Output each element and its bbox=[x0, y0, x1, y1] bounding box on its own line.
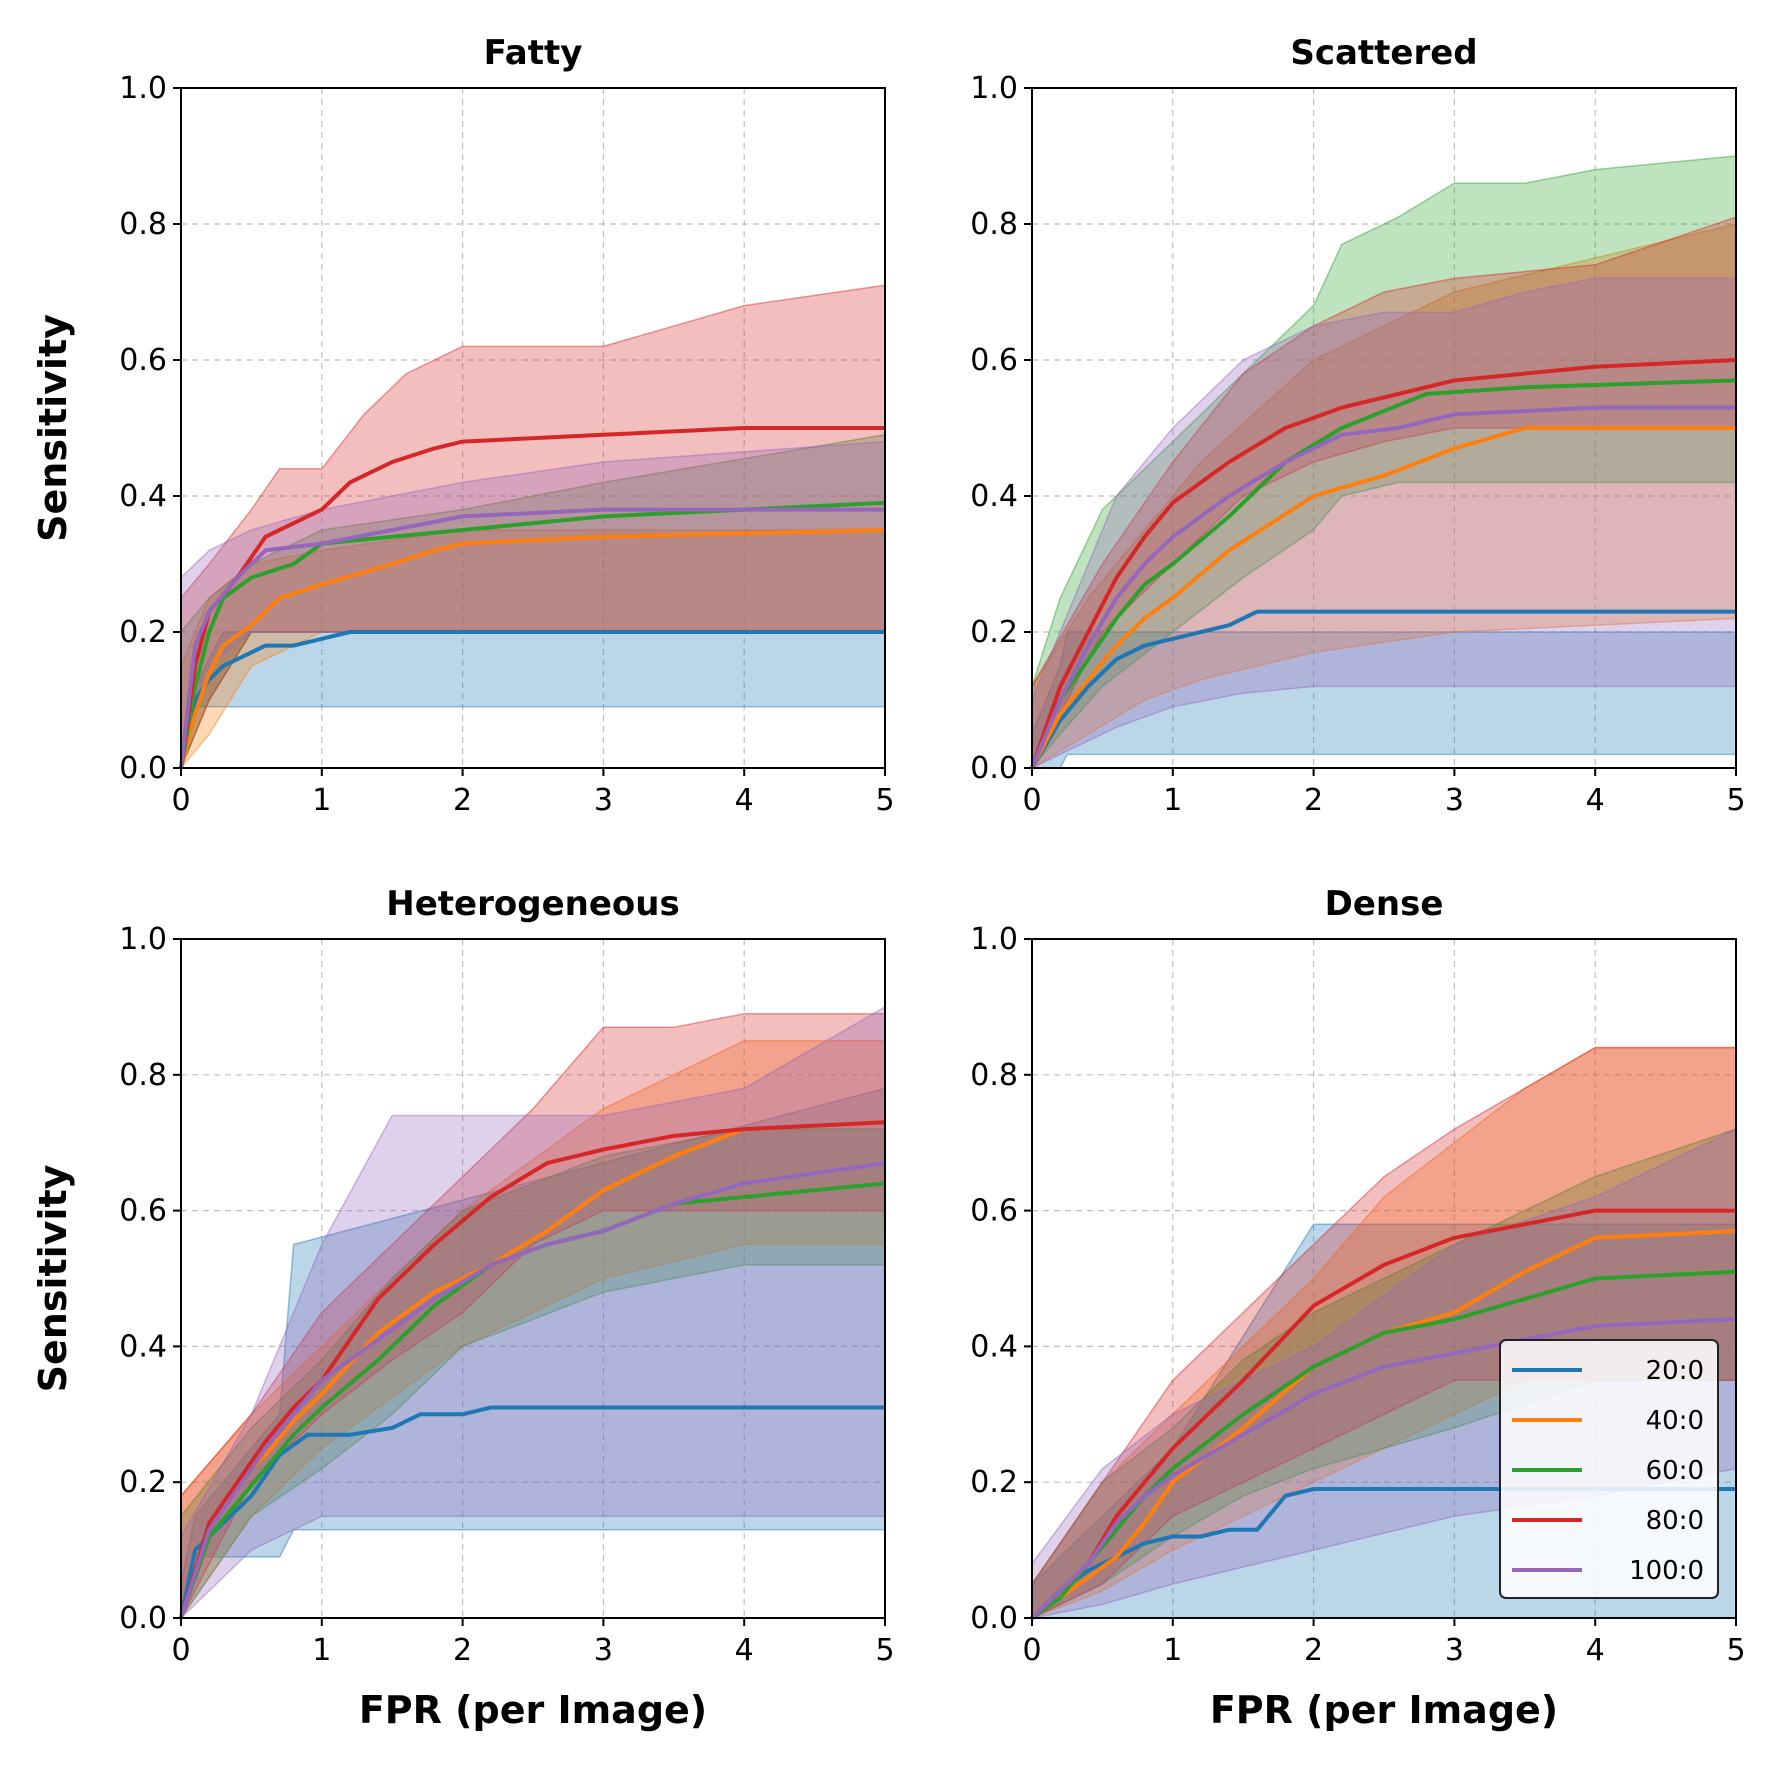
x-tick-label: 3 bbox=[594, 783, 613, 818]
x-tick-label: 5 bbox=[1726, 783, 1745, 818]
x-tick-label: 5 bbox=[875, 1633, 894, 1668]
legend: 20:0 40:0 60:0 80:0 100:0 bbox=[1499, 1339, 1719, 1599]
y-tick-label: 0.0 bbox=[119, 751, 167, 786]
series-line-40-0 bbox=[1030, 426, 1736, 769]
y-tick-label: 0.4 bbox=[119, 479, 167, 514]
x-tick-label: 3 bbox=[1445, 783, 1464, 818]
y-tick-label: 0.8 bbox=[119, 207, 167, 242]
legend-label: 80:0 bbox=[1646, 1506, 1704, 1536]
y-tick-label: 0.8 bbox=[970, 207, 1018, 242]
y-tick-label: 0.2 bbox=[119, 615, 167, 650]
y-tick-label: 1.0 bbox=[119, 71, 167, 106]
x-tick-label: 1 bbox=[312, 783, 331, 818]
y-tick-label: 0.8 bbox=[970, 1058, 1018, 1093]
x-tick-label: 3 bbox=[1445, 1633, 1464, 1668]
x-tick-label: 4 bbox=[1586, 1633, 1605, 1668]
x-tick-label: 0 bbox=[1022, 1633, 1041, 1668]
panel-heterogeneous: 0 1 2 3 4 5 0.0 0.2 0.4 0.6 0.8 1.0 Heterogeneous Sen… bbox=[31, 884, 895, 1732]
y-tick-label: 0.0 bbox=[119, 1601, 167, 1636]
x-tick-label: 3 bbox=[594, 1633, 613, 1668]
y-tick-label: 0.8 bbox=[119, 1058, 167, 1093]
series-line-40-0 bbox=[1030, 1229, 1737, 1620]
panel-title: Scattered bbox=[1290, 33, 1477, 73]
panel-title: Heterogeneous bbox=[386, 884, 679, 924]
x-tick-label: 1 bbox=[312, 1633, 331, 1668]
y-tick-label: 1.0 bbox=[119, 922, 167, 957]
x-tick-label: 2 bbox=[1304, 1633, 1323, 1668]
y-tick-label: 0.0 bbox=[970, 751, 1018, 786]
y-tick-label: 0.2 bbox=[970, 1465, 1018, 1500]
series-line-100-0 bbox=[179, 1161, 886, 1619]
series-line-100-0 bbox=[179, 507, 885, 769]
x-tick-label: 1 bbox=[1163, 1633, 1182, 1668]
panel-scattered: 0 1 2 3 4 5 0.0 0.2 0.4 0.6 0.8 1.0 Scattered bbox=[970, 33, 1745, 818]
x-tick-label: 2 bbox=[453, 783, 472, 818]
series-line-80-0 bbox=[1030, 358, 1737, 769]
x-tick-label: 0 bbox=[1022, 783, 1041, 818]
y-tick-label: 0.0 bbox=[970, 1601, 1018, 1636]
x-tick-label: 2 bbox=[1304, 783, 1323, 818]
series-line-60-0 bbox=[1030, 378, 1737, 769]
axes-frame bbox=[180, 87, 886, 769]
series-line-40-0 bbox=[179, 528, 886, 769]
axes-frame bbox=[1031, 87, 1737, 769]
y-tick-label: 1.0 bbox=[970, 71, 1018, 106]
legend-label: 60:0 bbox=[1646, 1456, 1704, 1486]
panel-dense: 0 1 2 3 4 5 0.0 0.2 0.4 0.6 0.8 1.0 Dense FPR (per Im… bbox=[970, 884, 1745, 1732]
y-tick-label: 0.6 bbox=[970, 343, 1018, 378]
x-axis-label: FPR (per Image) bbox=[359, 1688, 707, 1732]
axes-frame bbox=[1031, 938, 1737, 1619]
axes-frame bbox=[180, 938, 886, 1619]
y-tick-label: 0.4 bbox=[119, 1329, 167, 1364]
x-tick-label: 0 bbox=[171, 1633, 190, 1668]
panel-title: Fatty bbox=[484, 33, 583, 73]
y-tick-label: 0.6 bbox=[970, 1194, 1018, 1229]
series-line-100-0 bbox=[1030, 405, 1736, 769]
x-tick-label: 4 bbox=[735, 1633, 754, 1668]
x-tick-label: 2 bbox=[453, 1633, 472, 1668]
series-line-80-0 bbox=[179, 1120, 886, 1619]
x-tick-label: 4 bbox=[1586, 783, 1605, 818]
panel-title: Dense bbox=[1325, 884, 1444, 924]
x-tick-label: 0 bbox=[171, 783, 190, 818]
y-tick-label: 1.0 bbox=[970, 922, 1018, 957]
series-line-60-0 bbox=[179, 500, 886, 769]
y-tick-label: 0.4 bbox=[970, 1329, 1018, 1364]
legend-label: 100:0 bbox=[1629, 1556, 1704, 1586]
y-axis-label: Sensitivity bbox=[31, 314, 75, 542]
x-tick-label: 5 bbox=[1726, 1633, 1745, 1668]
y-tick-label: 0.2 bbox=[119, 1465, 167, 1500]
legend-label: 40:0 bbox=[1646, 1406, 1704, 1436]
y-tick-label: 0.4 bbox=[970, 479, 1018, 514]
series-line-20-0 bbox=[1030, 1487, 1736, 1620]
y-tick-label: 0.6 bbox=[119, 1194, 167, 1229]
series-line-20-0 bbox=[1030, 609, 1736, 770]
x-tick-label: 1 bbox=[1163, 783, 1182, 818]
panel-fatty: 0 1 2 3 4 5 0.0 0.2 0.4 0.6 0.8 1.0 Fatty Sensitivity bbox=[31, 33, 895, 818]
legend-label: 20:0 bbox=[1646, 1356, 1704, 1386]
y-axis-label: Sensitivity bbox=[31, 1164, 75, 1392]
x-axis-label: FPR (per Image) bbox=[1210, 1688, 1558, 1732]
x-tick-label: 5 bbox=[875, 783, 894, 818]
y-tick-label: 0.2 bbox=[970, 615, 1018, 650]
x-tick-label: 4 bbox=[735, 783, 754, 818]
legend-box bbox=[1499, 1339, 1719, 1599]
band-20-0 bbox=[180, 631, 886, 769]
y-tick-label: 0.6 bbox=[119, 343, 167, 378]
